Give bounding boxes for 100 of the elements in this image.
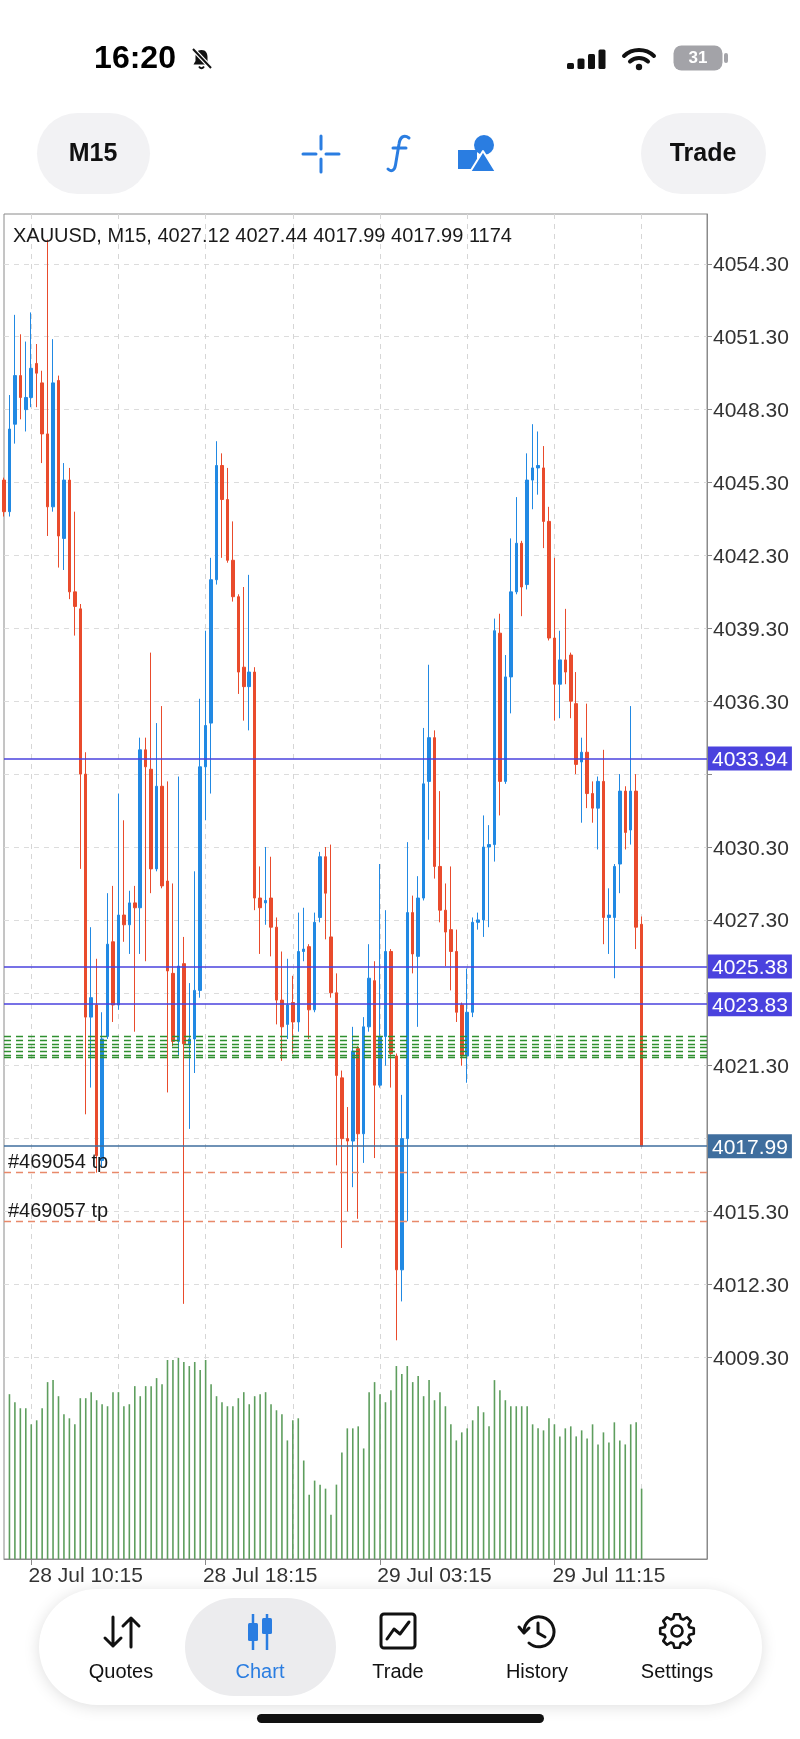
candlestick [629,705,632,846]
candlestick [166,780,169,1093]
candlestick [476,912,480,931]
candlestick [84,751,87,1115]
candlestick [204,630,207,821]
candlestick [237,593,240,695]
candlestick [351,1026,355,1188]
candlestick [89,926,93,1089]
candlestick [188,982,191,1130]
candlestick [438,790,442,923]
candlestick [329,844,333,999]
candlestick [307,943,311,1040]
candlestick [378,863,382,1089]
candlestick [51,338,55,513]
candlestick [324,846,327,940]
candlestick [596,776,600,850]
candlestick [269,856,273,957]
candlestick [591,780,594,824]
candlestick [231,520,235,603]
candlestick [297,912,300,1033]
candlestick [602,749,605,945]
candlestick [531,423,534,510]
candlestick [264,846,267,926]
candlestick [373,960,376,1159]
candlestick [389,948,393,1089]
candlestick [318,851,322,923]
candlestick [411,895,414,974]
text: XAUUSD, M15, 4027.12 4027.44 4017.99 4017.99 1174 [13,224,512,246]
x-tick-label: 29 Jul 03:15 [377,1563,492,1586]
candlestick [395,1053,398,1341]
candlestick [536,430,540,496]
candlestick [487,824,491,928]
y-tick-label: 4030.30 [713,835,789,859]
candlestick [515,496,518,595]
candlestick [525,452,529,590]
candlestick [40,370,44,464]
ref-line-label: 4023.83 [712,992,788,1016]
candlestick [471,916,474,1018]
y-tick-label: 4009.30 [713,1345,789,1369]
y-tick-label: 4048.30 [713,398,789,422]
candlestick [79,603,82,870]
y-tick-label: 4054.30 [713,252,789,276]
candlestick [624,785,627,850]
y-tick-label: 4051.30 [713,325,789,349]
ref-line-label: 4033.94 [712,747,789,771]
text: Trade [372,1660,424,1682]
text: 16:20 [94,39,176,76]
candlestick [226,467,229,564]
candlestick [346,1106,349,1213]
candlestick [2,477,6,518]
candlestick [291,975,295,1055]
candlestick [313,912,316,1013]
candlestick [585,703,589,809]
candlestick [493,618,496,863]
candlestick [449,865,453,991]
candlestick [558,630,562,719]
candlestick [569,652,573,719]
candlestick [286,958,289,1040]
candlestick [155,722,158,872]
candlestick [422,727,425,901]
candlestick [400,1094,404,1302]
candlestick [547,506,551,641]
candlestick [455,929,458,1023]
ref-line-label: 4017.99 [712,1134,788,1158]
candlestick [247,574,251,731]
candlestick [73,511,77,637]
text: Chart [235,1660,285,1682]
candlestick [444,882,447,967]
candlestick [13,314,17,445]
x-tick-label: 28 Jul 10:15 [28,1563,143,1586]
candlestick [613,863,616,979]
candlestick [542,445,545,549]
candlestick [482,814,485,938]
candlestick [182,936,186,1305]
y-tick-label: 4015.30 [713,1200,789,1224]
candlestick [433,729,436,880]
candlestick [8,394,11,518]
candlestick [138,737,142,955]
candlestick [427,664,431,841]
x-tick-label: 28 Jul 18:15 [202,1563,318,1586]
y-tick-label: 4036.30 [713,689,789,713]
candlestick [498,613,502,816]
candlestick [416,875,420,1028]
candlestick [144,737,147,962]
candlestick [335,972,338,1166]
candlestick [68,467,71,600]
candlestick [640,916,643,1147]
candlestick [275,916,278,1025]
x-tick-label: 29 Jul 11:15 [552,1563,666,1586]
candlestick [564,608,567,685]
candlestick [122,819,126,943]
candlestick [62,462,66,571]
candlestick [607,887,611,955]
y-tick-label: 4045.30 [713,471,789,495]
candlestick [128,890,131,955]
candlestick [553,557,556,722]
candlestick [356,1045,360,1220]
candlestick [19,333,22,420]
candlestick [171,882,175,1047]
text: Trade [669,138,737,167]
